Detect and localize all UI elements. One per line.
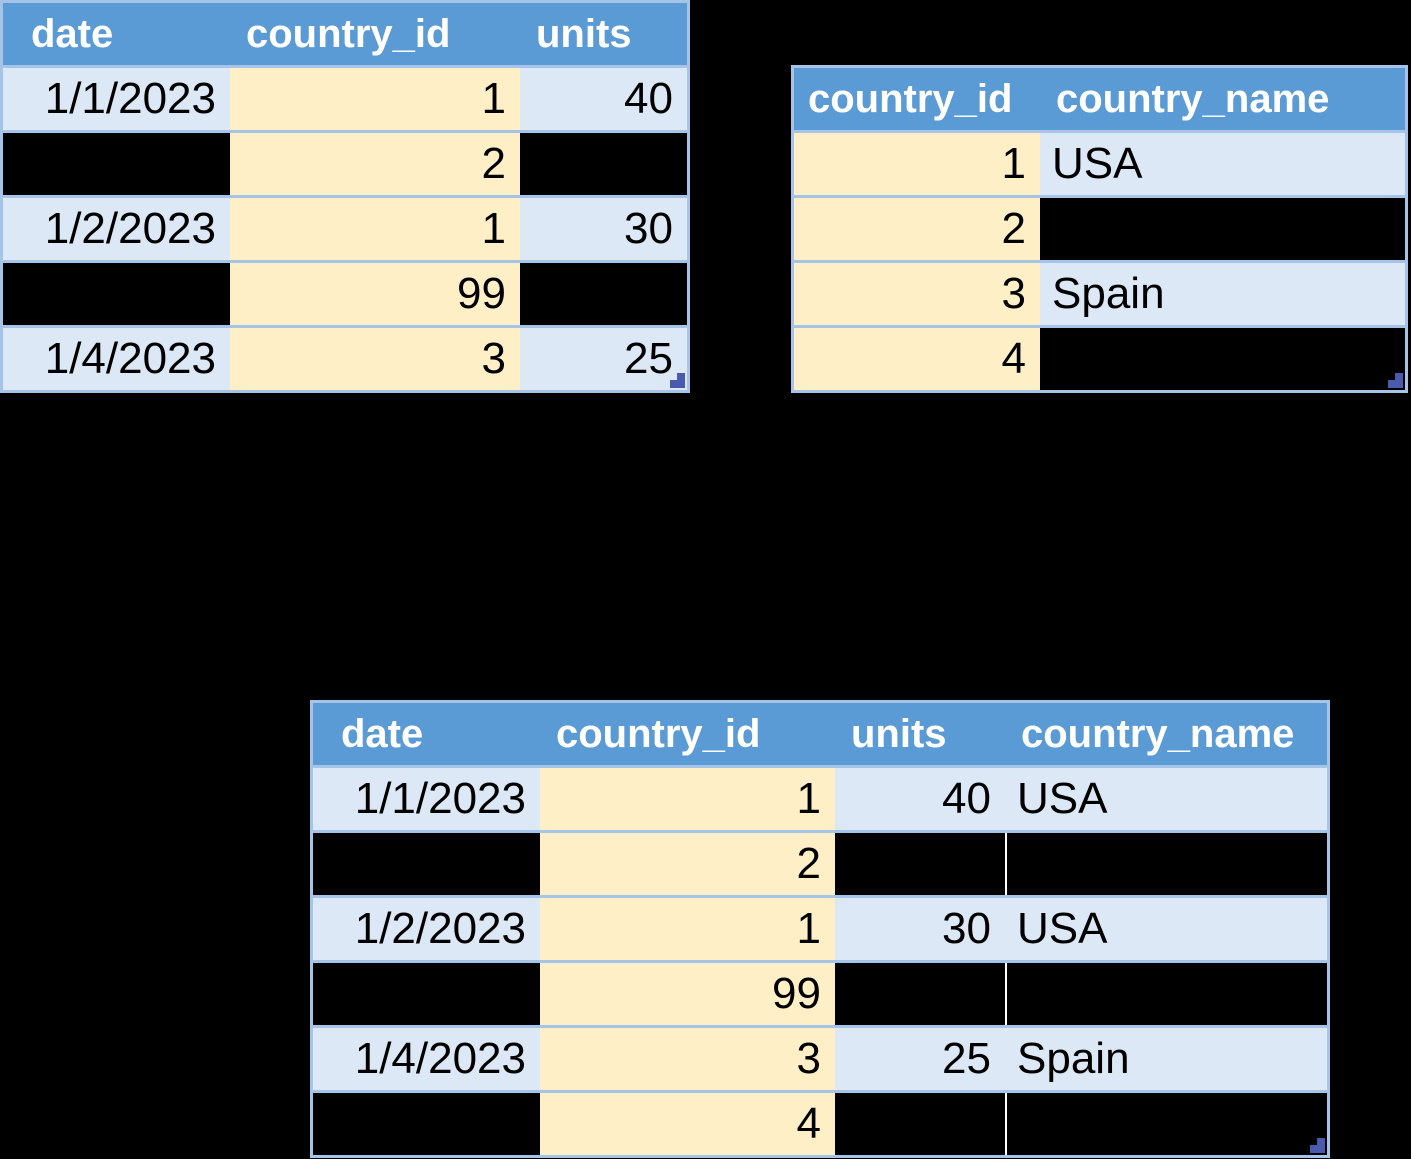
column-header-country_id: country_id: [794, 68, 1040, 130]
cell-date: [3, 263, 230, 325]
table-row: 1/2/2023 1 30: [3, 195, 687, 260]
cell-country_id: 3: [230, 328, 520, 390]
cell-units: [835, 833, 1005, 895]
table-row: 1/4/2023 3 25: [3, 325, 687, 390]
cell-country_name: [1005, 1093, 1327, 1155]
table-row: 1/1/2023 1 40 USA: [313, 765, 1327, 830]
cell-units: [835, 963, 1005, 1025]
cell-date: 1/1/2023: [313, 768, 540, 830]
header-row: country_id country_name: [794, 68, 1405, 130]
cell-units: [520, 263, 687, 325]
cell-units: 30: [835, 898, 1005, 960]
cell-date: 1/2/2023: [313, 898, 540, 960]
cell-date: [3, 133, 230, 195]
table-row: 1 USA: [794, 130, 1405, 195]
table-row: 99: [3, 260, 687, 325]
table-row: 1/2/2023 1 30 USA: [313, 895, 1327, 960]
table-row: 2: [794, 195, 1405, 260]
column-header-units: units: [835, 703, 1005, 765]
cell-country_name: USA: [1040, 133, 1405, 195]
cell-date: [313, 833, 540, 895]
column-header-date: date: [3, 3, 230, 65]
header-row: date country_id units: [3, 3, 687, 65]
cell-units: 25: [520, 328, 687, 390]
cell-units: 30: [520, 198, 687, 260]
table-row: 1/1/2023 1 40: [3, 65, 687, 130]
cell-country_name: [1040, 328, 1405, 390]
cell-country_name: [1005, 833, 1327, 895]
column-header-country_id: country_id: [230, 3, 520, 65]
cell-date: 1/1/2023: [3, 68, 230, 130]
cell-country_id: 1: [540, 768, 835, 830]
header-row: date country_id units country_name: [313, 703, 1327, 765]
cell-units: [520, 133, 687, 195]
cell-country_id: 2: [540, 833, 835, 895]
column-header-country_name: country_name: [1005, 703, 1327, 765]
cell-units: [835, 1093, 1005, 1155]
column-header-units: units: [520, 3, 687, 65]
cell-country_id: 3: [540, 1028, 835, 1090]
cell-country_name: [1005, 963, 1327, 1025]
table-row: 2: [3, 130, 687, 195]
cell-country_id: 1: [230, 68, 520, 130]
sales-table: date country_id units 1/1/2023 1 40 2 1/2/2023 1…: [0, 0, 690, 393]
cell-country_id: 4: [540, 1093, 835, 1155]
cell-date: [313, 1093, 540, 1155]
cell-country_name: Spain: [1005, 1028, 1327, 1090]
cell-date: [313, 963, 540, 1025]
countries-table: country_id country_name 1 USA 2 3 Spain 4: [791, 65, 1408, 393]
cell-country_id: 1: [230, 198, 520, 260]
cell-date: 1/4/2023: [3, 328, 230, 390]
cell-country_name: USA: [1005, 898, 1327, 960]
cell-country_id: 99: [540, 963, 835, 1025]
cell-country_id: 1: [540, 898, 835, 960]
cell-units: 40: [520, 68, 687, 130]
cell-date: 1/4/2023: [313, 1028, 540, 1090]
cell-country_name: USA: [1005, 768, 1327, 830]
cell-units: 25: [835, 1028, 1005, 1090]
column-header-country_id: country_id: [540, 703, 835, 765]
table-row: 1/4/2023 3 25 Spain: [313, 1025, 1327, 1090]
cell-country_id: 2: [230, 133, 520, 195]
table-row: 4: [794, 325, 1405, 390]
table-row: 99: [313, 960, 1327, 1025]
cell-date: 1/2/2023: [3, 198, 230, 260]
column-header-country_name: country_name: [1040, 68, 1405, 130]
table-row: 4: [313, 1090, 1327, 1155]
cell-country_id: 4: [794, 328, 1040, 390]
cell-country_name: Spain: [1040, 263, 1405, 325]
cell-country_id: 99: [230, 263, 520, 325]
column-header-date: date: [313, 703, 540, 765]
table-row: 3 Spain: [794, 260, 1405, 325]
cell-country_name: [1040, 198, 1405, 260]
joined-result-table: date country_id units country_name 1/1/2023 1…: [310, 700, 1330, 1158]
cell-country_id: 3: [794, 263, 1040, 325]
cell-units: 40: [835, 768, 1005, 830]
cell-country_id: 1: [794, 133, 1040, 195]
table-row: 2: [313, 830, 1327, 895]
cell-country_id: 2: [794, 198, 1040, 260]
